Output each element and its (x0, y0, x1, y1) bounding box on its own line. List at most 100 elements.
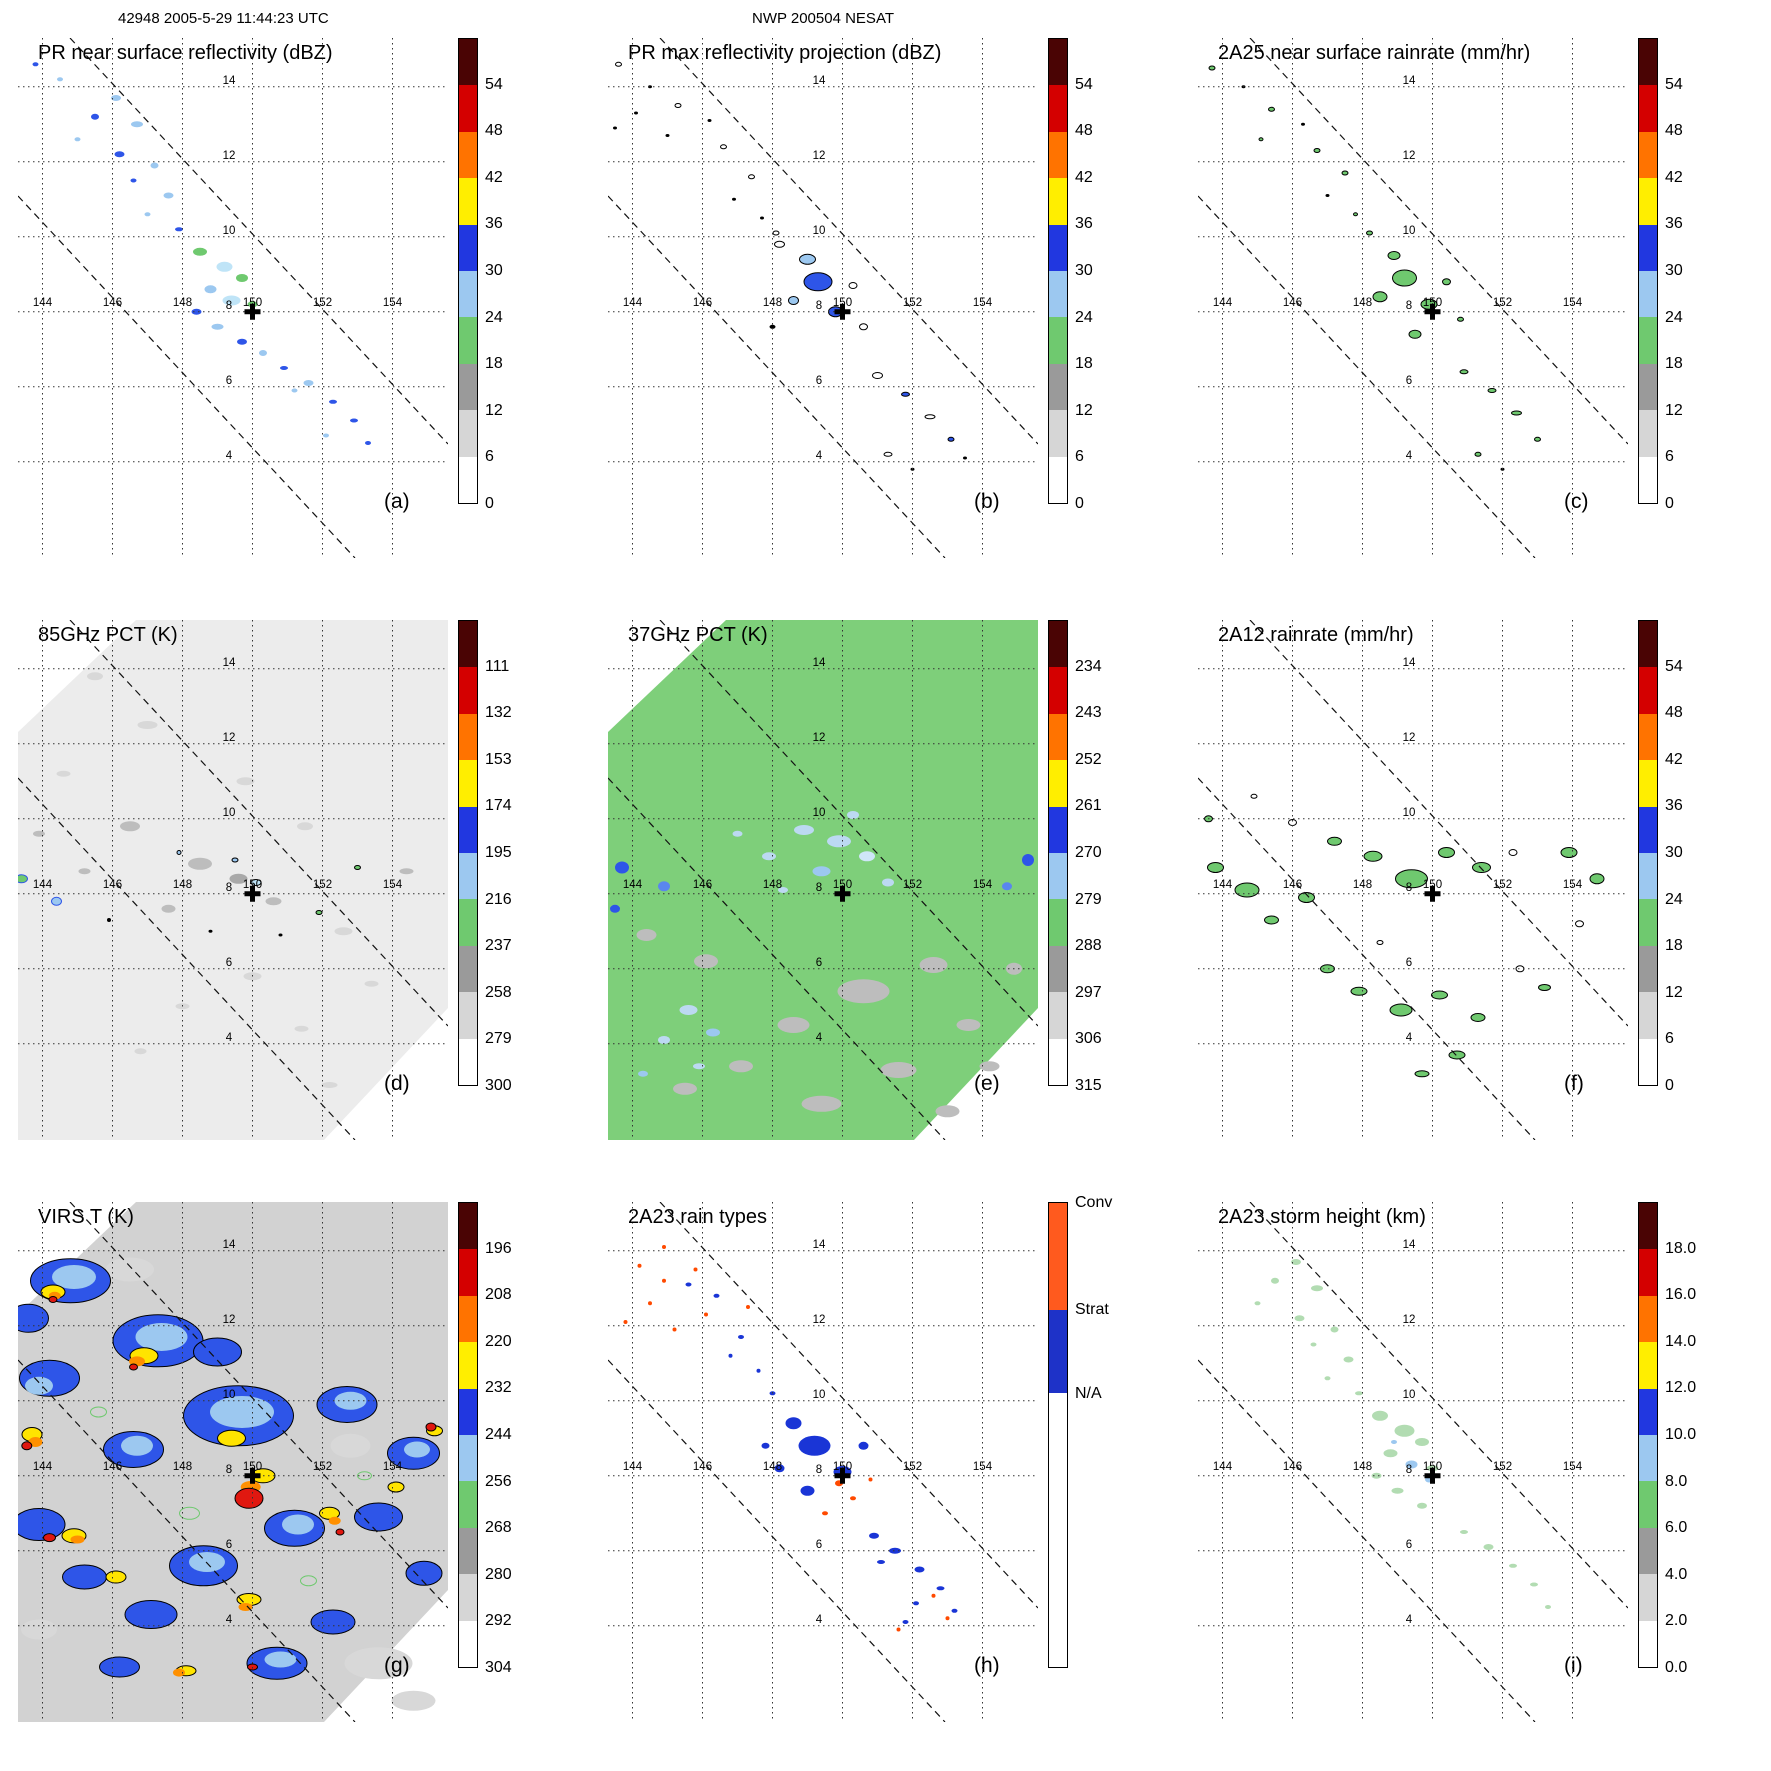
colorbar-tick-label: 220 (485, 1332, 512, 1350)
svg-text:8: 8 (226, 882, 232, 894)
colorbar-segment (1049, 1038, 1067, 1085)
colorbar-segment (1639, 713, 1657, 761)
map-canvas: 144 146 148 150 152 154 4 6 8 10 12 14 (1198, 620, 1628, 1140)
colorbar-segment (1049, 317, 1067, 364)
svg-text:10: 10 (223, 1389, 236, 1401)
colorbar-tick-label: 42 (1665, 750, 1683, 768)
axis-tick-labels: 144 146 148 150 152 154 4 6 8 10 12 14 (1213, 657, 1583, 1044)
svg-text:14: 14 (1403, 1239, 1416, 1251)
panel-b: 144 146 148 150 152 154 4 6 8 10 12 14 PR max refle… (608, 38, 1148, 563)
svg-text:6: 6 (1406, 1539, 1412, 1551)
svg-text:4: 4 (226, 450, 233, 462)
colorbar-segment (459, 1203, 477, 1250)
svg-text:12: 12 (1403, 1314, 1416, 1326)
svg-text:148: 148 (1353, 879, 1372, 891)
colorbar-tick-label: 0 (1075, 495, 1084, 512)
panel-letter: (i) (1564, 1654, 1583, 1677)
svg-text:146: 146 (693, 1461, 712, 1473)
colorbar-tick-label: 16.0 (1665, 1286, 1697, 1304)
colorbar-segment (1049, 1309, 1067, 1394)
colorbar-tick-label: 258 (485, 983, 512, 1001)
colorbar-segment (459, 899, 477, 946)
svg-text:146: 146 (1283, 879, 1302, 891)
svg-text:150: 150 (243, 1461, 262, 1473)
svg-text:152: 152 (903, 879, 922, 891)
storm-center-marker (1424, 303, 1441, 320)
swath-edge-lines (18, 38, 448, 558)
svg-text:154: 154 (973, 879, 993, 891)
swath-fill (608, 620, 1038, 1140)
colorbar-segment (1639, 270, 1657, 318)
colorbar-segment (1639, 363, 1657, 411)
map-canvas: 144 146 148 150 152 154 4 6 8 10 12 14 (608, 38, 1038, 558)
colorbar-segment (1639, 806, 1657, 853)
map-canvas: 144 146 148 150 152 154 4 6 8 10 12 14 (18, 38, 448, 558)
svg-text:4: 4 (1406, 450, 1413, 462)
panel-f: 144 146 148 150 152 154 4 6 8 10 12 14 2A12 rainrat… (1198, 620, 1738, 1145)
colorbar-segment (459, 945, 477, 993)
colorbar-segment (1049, 224, 1067, 271)
colorbar-segment (1639, 1295, 1657, 1343)
colorbar-segment (1639, 621, 1657, 668)
colorbar-segment (1639, 899, 1657, 946)
svg-text:12: 12 (223, 150, 236, 162)
svg-text:4: 4 (816, 1614, 823, 1626)
svg-text:148: 148 (763, 879, 782, 891)
svg-text:144: 144 (33, 1461, 53, 1473)
svg-text:4: 4 (816, 1032, 823, 1044)
colorbar-tick-label: 306 (1075, 1030, 1102, 1048)
colorbar-tick-label: 216 (485, 890, 512, 908)
panel-letter: (e) (974, 1072, 1000, 1095)
svg-text:4: 4 (816, 450, 823, 462)
svg-text:154: 154 (973, 297, 993, 309)
axis-tick-labels: 144 146 148 150 152 154 4 6 8 10 12 14 (623, 657, 993, 1044)
colorbar-segment (1049, 178, 1067, 225)
panel-g: 144 146 148 150 152 154 4 6 8 10 12 14 VIRS T (K) (… (18, 1202, 558, 1727)
svg-text:152: 152 (1493, 879, 1512, 891)
svg-text:152: 152 (313, 297, 332, 309)
svg-text:146: 146 (103, 879, 122, 891)
grid-lines (608, 1202, 1038, 1722)
svg-text:154: 154 (973, 1461, 993, 1473)
svg-text:12: 12 (813, 1314, 826, 1326)
colorbar-tick-label: 30 (1665, 262, 1683, 279)
svg-text:10: 10 (1403, 225, 1416, 237)
colorbar-segment (1049, 992, 1067, 1039)
svg-text:10: 10 (223, 807, 236, 819)
colorbar (1048, 1202, 1068, 1668)
svg-text:152: 152 (1493, 297, 1512, 309)
panel-i: 144 146 148 150 152 154 4 6 8 10 12 14 2A23 storm h… (1198, 1202, 1738, 1727)
colorbar-tick-label: 12 (1665, 983, 1683, 1001)
svg-text:148: 148 (1353, 1461, 1372, 1473)
colorbar-tick-label: 268 (485, 1519, 512, 1537)
svg-text:150: 150 (833, 1461, 852, 1473)
colorbar-category-label: Conv (1075, 1194, 1113, 1211)
colorbar-segment (1049, 852, 1067, 900)
svg-text:14: 14 (1403, 75, 1416, 87)
panel-letter: (a) (384, 490, 410, 513)
colorbar-tick-label: 174 (485, 797, 512, 815)
colorbar-segment (459, 1295, 477, 1343)
colorbar-tick-label: 36 (1665, 797, 1683, 815)
svg-text:146: 146 (693, 879, 712, 891)
colorbar-tick-label: 256 (485, 1472, 512, 1490)
axis-tick-labels: 144 146 148 150 152 154 4 6 8 10 12 14 (33, 75, 403, 462)
grid-lines (18, 1202, 448, 1722)
colorbar-tick-label: 6 (1665, 448, 1674, 466)
colorbar-tick-label: 54 (485, 75, 503, 93)
colorbar-segment (459, 1342, 477, 1389)
colorbar-tick-label: 42 (485, 168, 503, 186)
svg-text:8: 8 (226, 300, 232, 312)
colorbar-tick-label: 18 (1665, 937, 1683, 955)
svg-text:12: 12 (223, 732, 236, 744)
colorbar (1638, 38, 1658, 504)
svg-text:154: 154 (383, 879, 403, 891)
colorbar-tick-label: 12 (485, 401, 503, 419)
map-canvas: 144 146 148 150 152 154 4 6 8 10 12 14 (608, 620, 1038, 1140)
colorbar-tick-label: 270 (1075, 844, 1102, 861)
svg-text:144: 144 (1213, 879, 1233, 891)
colorbar-segment (459, 1620, 477, 1667)
panel-c: 144 146 148 150 152 154 4 6 8 10 12 14 2A25 near su… (1198, 38, 1738, 563)
colorbar-segment (1639, 224, 1657, 271)
